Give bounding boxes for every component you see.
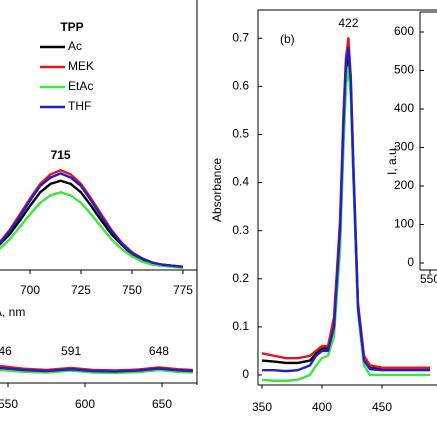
y-tick-label: 0.4 [232,175,249,189]
x-tick-label: 725 [71,283,91,297]
x-tick-label: 400 [312,400,332,414]
legend-label: EtAc [68,79,93,93]
peak-label: 648 [149,344,169,358]
data-line [0,172,184,269]
y-tick-label: 400 [394,101,414,115]
y-tick-label: 0.1 [232,319,249,333]
data-line [0,368,193,375]
peak-label: 591 [61,344,81,358]
y-axis-label: I, a.u. [385,145,399,175]
y-tick-label: 0.2 [232,271,249,285]
peak-label: 715 [51,148,71,162]
left-panels: 700 725 750 775 λ, nm 715 TPP Ac MEK EtAc THF 550 60… [0,20,193,411]
right-panel: 350 400 450 0 0.1 0.2 0.3 0.4 0.5 0.6 0.7 Absorbanc… [210,11,437,414]
x-tick-label: 350 [252,400,272,414]
peak-label: 546 [0,344,12,358]
y-tick-label: 0 [242,367,249,381]
y-tick-label: 300 [394,140,414,154]
y-tick-label: 100 [394,217,414,231]
y-tick-label: 0.3 [232,223,249,237]
x-tick-label: 650 [152,397,172,411]
data-line [0,179,184,269]
panel-label: (b) [280,32,295,46]
data-line [0,366,193,373]
x-axis-label: λ, nm [0,305,25,319]
x-tick-label: 550 [420,272,437,286]
legend-label: Ac [68,39,82,53]
x-tick-label: 450 [372,400,392,414]
y-tick-label: 600 [394,24,414,38]
y-tick-label: 200 [394,178,414,192]
x-tick-label: 775 [173,283,193,297]
data-line [0,191,184,270]
y-tick-label: 500 [394,63,414,77]
x-tick-label: 700 [20,283,40,297]
inset-background [378,12,437,294]
x-tick-label: 750 [122,283,142,297]
legend-label: THF [68,99,91,113]
y-tick-label: 0 [407,255,414,269]
y-tick-label: 0.7 [232,30,249,44]
x-tick-label: 550 [0,397,18,411]
y-tick-label: 0.5 [232,127,249,141]
legend-label: MEK [68,59,94,73]
x-tick-label: 600 [75,397,95,411]
y-axis-label: Absorbance [210,158,224,222]
data-line [262,46,430,373]
peak-label: 422 [338,16,358,30]
y-tick-label: 0.6 [232,79,249,93]
legend-title: TPP [60,20,83,34]
